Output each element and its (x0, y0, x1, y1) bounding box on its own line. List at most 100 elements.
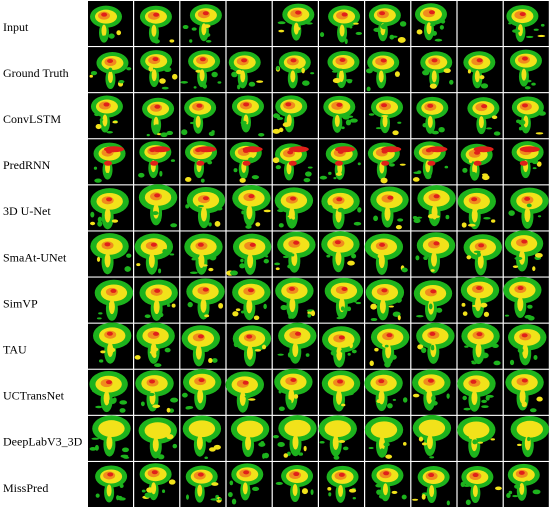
echo-cell (471, 360, 475, 363)
echo-cell (310, 72, 315, 75)
echo-cell (185, 494, 189, 500)
echo-cell (204, 314, 210, 318)
echo-cell (446, 393, 450, 399)
echo-cell (301, 488, 308, 495)
echo-yellow (478, 116, 484, 129)
echo-cell (236, 69, 243, 75)
echo-cell (210, 498, 219, 501)
echo-cell (162, 249, 168, 255)
echo-cell (151, 347, 159, 352)
echo-cell (119, 400, 128, 405)
echo-cell (153, 124, 160, 130)
echo-red (380, 58, 387, 63)
echo-red (104, 242, 111, 247)
frame-image (319, 185, 364, 231)
echo-red (152, 331, 159, 336)
frame-image (457, 369, 503, 415)
echo-cell (345, 115, 354, 119)
echo-cell (211, 130, 215, 134)
echo-cell (230, 270, 238, 276)
echo-cell (480, 302, 488, 308)
echo-cell (166, 303, 171, 307)
echo-cell (508, 22, 512, 25)
echo-red (153, 12, 160, 17)
echo-red (106, 197, 113, 202)
echo-cell (265, 255, 269, 258)
echo-cell (232, 311, 239, 317)
row-label: 3D U-Net (3, 204, 51, 218)
echo-yellow (463, 421, 490, 439)
echo-cell (181, 392, 188, 398)
echo-cell (158, 268, 162, 274)
echo-cell (144, 314, 151, 319)
frame-image (88, 139, 133, 185)
echo-cell (531, 82, 536, 86)
echo-cell (307, 166, 313, 169)
echo-cell (202, 83, 207, 89)
frame-image (365, 1, 411, 46)
echo-cell (158, 312, 164, 318)
frame-background (457, 1, 503, 46)
echo-cell (493, 131, 501, 136)
echo-cell (120, 454, 129, 458)
frame-image (226, 93, 272, 139)
echo-cell (100, 350, 106, 354)
echo-cell (160, 132, 168, 138)
frame-image (364, 231, 411, 277)
echo-cell (214, 220, 221, 227)
echo-cell (508, 210, 515, 216)
echo-cell (231, 498, 237, 505)
frame-image (503, 323, 549, 369)
echo-cell (187, 301, 193, 308)
echo-cell (198, 256, 204, 260)
frame-image (318, 415, 364, 461)
echo-yellow (106, 435, 113, 450)
echo-cell (162, 489, 166, 493)
echo-cell (483, 216, 491, 220)
echo-yellow (197, 484, 203, 497)
echo-yellow (196, 435, 203, 450)
echo-cell (163, 66, 172, 72)
echo-cell (95, 405, 103, 409)
echo-yellow (103, 390, 110, 406)
echo-cell (416, 29, 423, 35)
echo-cell (480, 83, 489, 89)
echo-cell (230, 66, 237, 70)
echo-cell (412, 393, 420, 398)
echo-cell (272, 157, 280, 164)
echo-red (103, 102, 110, 107)
echo-cell (277, 353, 284, 356)
echo-cell (380, 177, 388, 184)
echo-cell (416, 315, 424, 318)
echo-cell (412, 216, 418, 220)
echo-red (242, 146, 263, 153)
echo-cell (395, 297, 402, 303)
frame-image (88, 322, 133, 369)
echo-cell (278, 406, 285, 412)
echo-red (197, 242, 204, 247)
echo-red (202, 287, 209, 292)
frame-image (503, 230, 549, 277)
echo-cell (153, 218, 162, 223)
echo-yellow (335, 251, 342, 266)
frame-image (319, 277, 364, 323)
echo-cell (351, 349, 357, 354)
echo-red (149, 379, 156, 384)
echo-red (473, 146, 494, 153)
echo-cell (533, 355, 538, 361)
echo-yellow (104, 253, 111, 268)
echo-cell (291, 253, 295, 257)
echo-cell (108, 398, 117, 404)
echo-cell (166, 434, 174, 440)
frame-image (226, 323, 272, 369)
echo-yellow (246, 204, 253, 220)
echo-cell (485, 395, 490, 401)
echo-cell (340, 306, 345, 311)
echo-cell (373, 27, 381, 33)
frame-image (457, 185, 503, 231)
echo-cell (121, 447, 129, 453)
frame-image (411, 47, 457, 93)
echo-red (196, 103, 203, 108)
echo-red (524, 196, 531, 201)
echo-cell (242, 174, 248, 179)
